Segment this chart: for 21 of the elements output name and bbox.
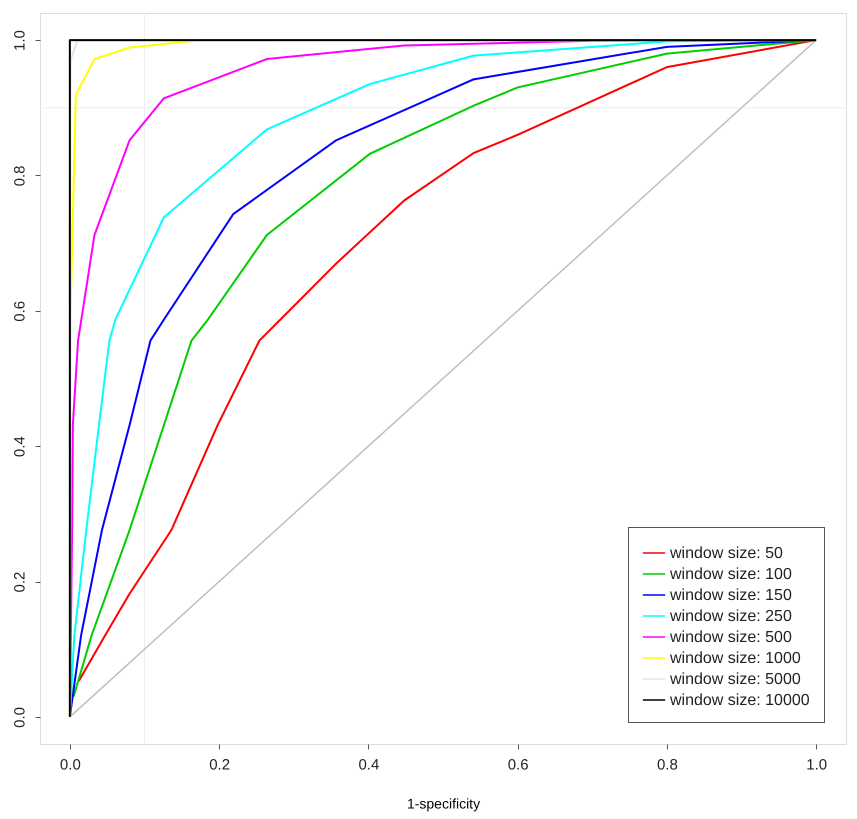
legend-label: window size: 1000 bbox=[669, 650, 801, 667]
x-tick-label: 0.8 bbox=[656, 756, 678, 774]
y-tick-label: 0.8 bbox=[12, 166, 28, 186]
legend-label: window size: 10000 bbox=[669, 692, 810, 709]
y-tick-label: 0.2 bbox=[12, 572, 28, 592]
x-tick-label: 0.2 bbox=[209, 756, 230, 774]
x-tick-label: 1.0 bbox=[806, 756, 828, 774]
y-tick-label: 0.4 bbox=[12, 436, 28, 458]
y-tick-label: 1.0 bbox=[12, 30, 28, 52]
legend-label: window size: 500 bbox=[669, 629, 792, 646]
x-axis-title: 1-specificity bbox=[406, 796, 480, 812]
legend-label: window size: 100 bbox=[669, 566, 792, 583]
legend-label: window size: 250 bbox=[669, 608, 792, 625]
legend-label: window size: 5000 bbox=[669, 671, 801, 688]
x-tick-label: 0.0 bbox=[60, 756, 81, 774]
x-tick-label: 0.6 bbox=[508, 756, 529, 774]
legend-label: window size: 50 bbox=[669, 545, 784, 562]
x-tick-label: 0.4 bbox=[358, 756, 380, 774]
y-tick-label: 0.0 bbox=[12, 706, 28, 728]
y-tick-label: 0.6 bbox=[12, 300, 28, 322]
legend-label: window size: 150 bbox=[669, 587, 792, 604]
